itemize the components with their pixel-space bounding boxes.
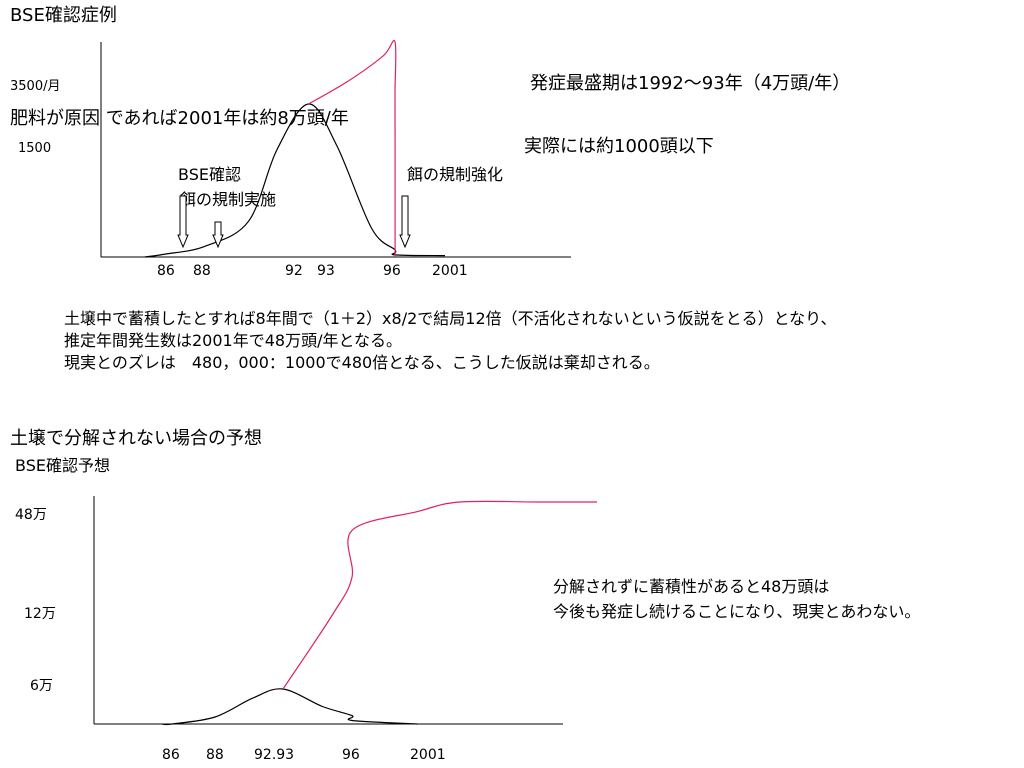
arrow-bse-confirm-icon [177, 195, 189, 249]
chart2-hypothetical-line [282, 500, 597, 690]
chart2-x-tick-9293: 92.93 [254, 747, 295, 763]
chart2-x-tick-86: 86 [162, 747, 180, 763]
chart2-note-line-1: 分解されずに蓄積性があると48万頭は [553, 577, 830, 596]
explanation-line-2: 推定年間発生数は2001年で48万頭/年となる。 [64, 331, 402, 350]
arrow-feed-strengthen-icon [399, 195, 411, 249]
fertilizer-note: 肥料が原因 であれば2001年は約8万頭/年 [10, 108, 349, 129]
chart2-actual-line [161, 688, 419, 726]
section2-title: 土壌で分解されない場合の予想 [10, 428, 262, 449]
chart1-x-tick-96: 96 [383, 263, 401, 279]
chart1-x-tick-88: 88 [193, 263, 211, 279]
chart1-x-tick-92: 92 [285, 263, 303, 279]
chart1-hypothetical-line [308, 39, 397, 257]
explanation-line-3: 現実とのズレは 480，000：1000で480倍となる、こうした仮説は棄却され… [64, 353, 660, 372]
explanation-paragraph: 土壌中で蓄積したとすれば8年間で（1＋2）x8/2で結局12倍（不活化されないと… [64, 309, 837, 376]
chart2-x-tick-88: 88 [206, 747, 224, 763]
annotation-feed-regulation: 餌の規制実施 [180, 190, 277, 209]
chart1-x-tick-93: 93 [317, 263, 335, 279]
chart1-actual-line [144, 103, 446, 258]
chart1-x-tick-86: 86 [157, 263, 175, 279]
chart1-y-label-1500: 1500 [18, 141, 52, 156]
chart1-title: BSE確認症例 [10, 5, 117, 26]
chart2-y-label-48: 48万 [15, 507, 47, 523]
annotation-feed-strengthen: 餌の規制強化 [407, 165, 504, 184]
chart2-y-label-12: 12万 [24, 606, 56, 622]
chart2-y-label-6: 6万 [30, 678, 53, 694]
chart2-x-tick-2001: 2001 [410, 747, 446, 763]
chart2-x-tick-96: 96 [342, 747, 360, 763]
peak-note: 発症最盛期は1992～93年（4万頭/年） [530, 73, 851, 94]
arrow-feed-regulation-icon [212, 221, 224, 249]
chart1-x-tick-2001: 2001 [432, 263, 468, 279]
annotation-bse-confirm: BSE確認 [178, 165, 241, 184]
chart2-title: BSE確認予想 [15, 456, 110, 475]
actual-note: 実際には約1000頭以下 [524, 136, 714, 157]
chart1-y-label-3500: 3500/月 [10, 79, 61, 94]
explanation-line-1: 土壌中で蓄積したとすれば8年間で（1＋2）x8/2で結局12倍（不活化されないと… [64, 309, 837, 328]
chart2-note-line-2: 今後も発症し続けることになり、現実とあわない。 [553, 602, 921, 621]
